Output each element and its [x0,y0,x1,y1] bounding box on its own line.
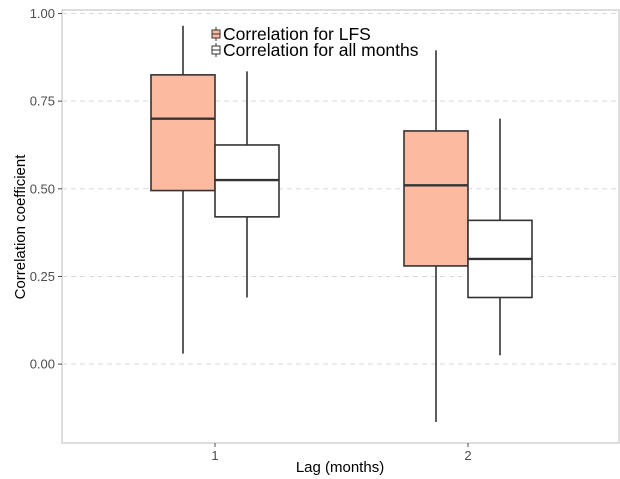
legend-label: Correlation for all months [223,40,419,60]
box-all-months-lag-2 [467,118,533,356]
y-tick-label: 0.25 [30,269,55,284]
box-body [150,74,216,192]
boxes [150,25,533,422]
y-tick-label: 0.75 [30,94,55,109]
y-tick-label: 0.00 [30,357,55,372]
legend-label: Correlation for LFS [223,24,371,44]
legend-item: Correlation for all months [211,40,419,60]
legend-item: Correlation for LFS [211,24,371,44]
box-lfs-lag-1 [150,25,216,354]
plot-panel-border [61,9,620,444]
y-tick-label: 0.50 [30,181,55,196]
x-axis-title: Lag (months) [296,459,384,476]
box-lfs-lag-2 [403,50,469,422]
box-body [403,130,469,267]
x-tick-label: 2 [464,448,471,463]
y-tick-label: 1.00 [30,6,55,21]
grid-lines [62,13,619,365]
box-all-months-lag-1 [214,71,280,298]
y-axis-title: Correlation coefficient [12,154,29,300]
x-tick-label: 1 [211,448,218,463]
axes: 0.00 0.25 0.50 0.75 1.00 1 2 [30,6,472,463]
